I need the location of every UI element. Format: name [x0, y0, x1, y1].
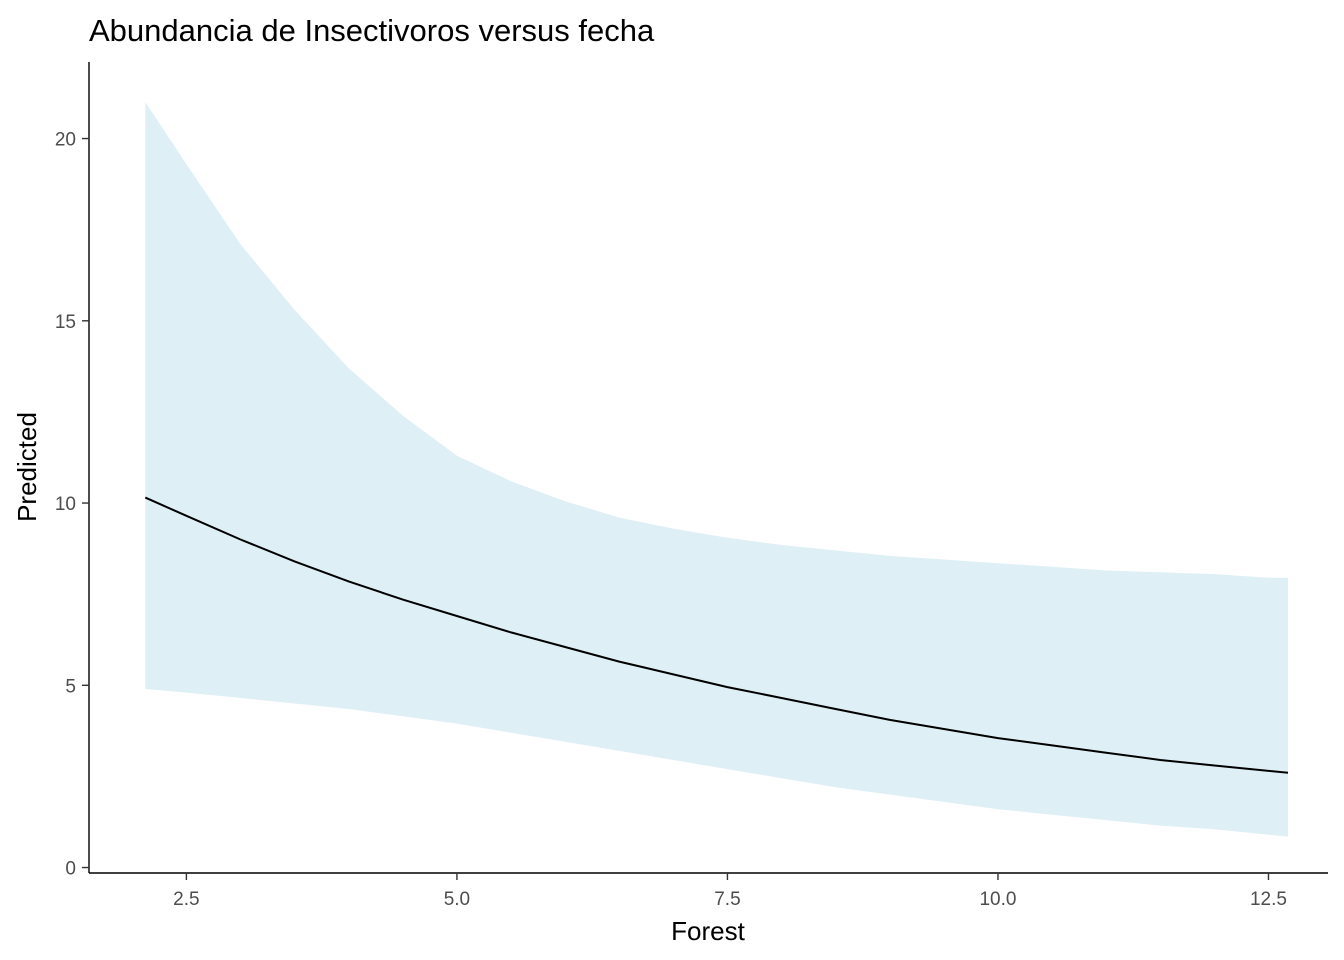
- y-tick-label: 5: [65, 676, 76, 697]
- prediction-line: [144, 496, 1289, 774]
- x-tick-label: 2.5: [173, 889, 199, 910]
- x-axis-ticks: 2.5 5.0 7.5 10.0 12.5: [173, 873, 1287, 910]
- chart-title: Abundancia de Insectivoros versus fecha: [89, 13, 655, 48]
- y-tick-label: 20: [55, 130, 76, 151]
- y-axis-title: Predicted: [12, 412, 42, 522]
- y-tick-label: 15: [55, 312, 76, 333]
- confidence-ribbon: [145, 102, 1288, 837]
- y-tick-label: 0: [65, 859, 76, 880]
- x-tick-label: 7.5: [714, 889, 740, 910]
- x-tick-label: 10.0: [979, 889, 1016, 910]
- x-axis-title: Forest: [671, 916, 745, 946]
- x-tick-label: 5.0: [444, 889, 470, 910]
- y-tick-label: 10: [55, 494, 76, 515]
- x-tick-label: 12.5: [1250, 889, 1287, 910]
- y-axis-ticks: 0 5 10 15 20: [55, 130, 89, 880]
